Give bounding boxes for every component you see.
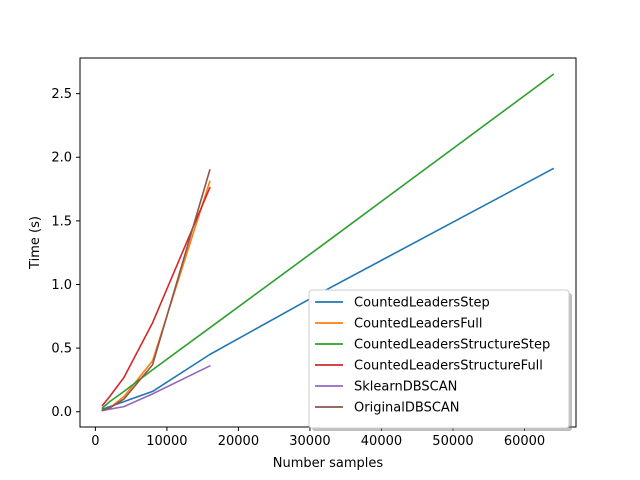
x-tick-label: 20000 xyxy=(218,434,259,449)
legend-box xyxy=(308,289,570,429)
legend-label: SklearnDBSCAN xyxy=(354,380,457,395)
legend-label: CountedLeadersStructureStep xyxy=(354,338,550,353)
y-tick-label: 0.0 xyxy=(51,405,72,420)
y-tick-label: 0.5 xyxy=(51,342,72,357)
series-line-OriginalDBSCAN xyxy=(101,169,211,412)
x-tick-label: 10000 xyxy=(146,434,187,449)
x-axis-label: Number samples xyxy=(273,456,384,471)
y-tick-label: 2.0 xyxy=(51,151,72,166)
legend-label: CountedLeadersStructureFull xyxy=(354,359,543,374)
legend-label: CountedLeadersStep xyxy=(354,296,490,311)
y-tick-label: 2.5 xyxy=(51,87,72,102)
x-tick-label: 40000 xyxy=(361,434,402,449)
axes-layer: 0 10000 20000 30000 40000 50000 60000 0.0 0.5 1.0… xyxy=(51,87,545,449)
x-tick-label: 0 xyxy=(91,434,99,449)
y-axis-label: Time (s) xyxy=(28,216,43,270)
series-line-SklearnDBSCAN xyxy=(101,364,211,412)
legend-label: OriginalDBSCAN xyxy=(354,401,460,416)
y-tick-label: 1.5 xyxy=(51,214,72,229)
series-line-CountedLeadersStructureFull xyxy=(101,186,211,407)
legend: CountedLeadersStep CountedLeadersFull Coun… xyxy=(308,289,572,431)
x-tick-label: 30000 xyxy=(289,434,330,449)
legend-label: CountedLeadersFull xyxy=(354,317,482,332)
series-line-CountedLeadersStructureStep xyxy=(101,73,555,410)
y-tick-label: 1.0 xyxy=(51,278,72,293)
x-tick-label: 50000 xyxy=(432,434,473,449)
x-tick-label: 60000 xyxy=(504,434,545,449)
